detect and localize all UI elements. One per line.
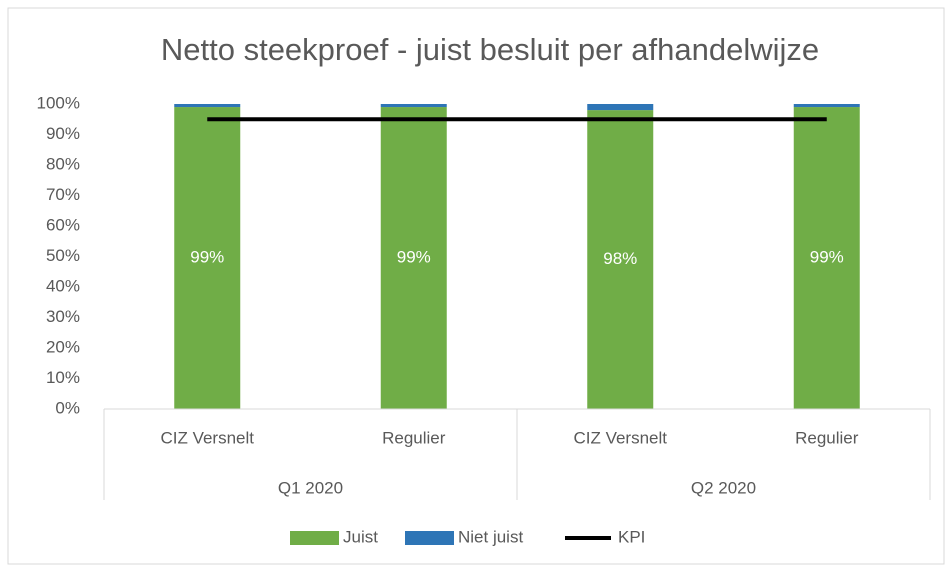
bar-segment [793, 107, 860, 410]
chart-frame [7, 7, 945, 565]
y-tick-label: 90% [46, 124, 80, 143]
chart-title: Netto steekproef - juist besluit per afh… [161, 32, 819, 67]
y-tick-label: 60% [46, 215, 80, 234]
x-tick-label: CIZ Versnelt [573, 428, 667, 447]
bar-segment [587, 104, 654, 111]
x-tick-label: CIZ Versnelt [160, 428, 254, 447]
legend-swatch [290, 531, 339, 545]
bar-segment [587, 110, 654, 409]
y-tick-label: 80% [46, 154, 80, 173]
legend-label: KPI [618, 527, 645, 546]
legend-swatch [405, 531, 454, 545]
y-tick-label: 50% [46, 246, 80, 265]
data-label: 99% [397, 248, 431, 267]
y-tick-label: 20% [46, 337, 80, 356]
y-tick-label: 10% [46, 368, 80, 387]
y-tick-label: 100% [37, 93, 80, 112]
legend-label: Juist [343, 527, 378, 546]
y-tick-label: 40% [46, 276, 80, 295]
y-tick-label: 0% [55, 398, 80, 417]
data-label: 98% [603, 249, 637, 268]
x-tick-label: Regulier [795, 428, 859, 447]
y-tick-label: 30% [46, 307, 80, 326]
bar-segment [174, 104, 241, 108]
x-tick-label: Regulier [382, 428, 446, 447]
bar-segment [380, 104, 447, 108]
data-label: 99% [190, 248, 224, 267]
bar-segment [174, 107, 241, 410]
legend-label: Niet juist [458, 527, 523, 546]
y-tick-label: 70% [46, 185, 80, 204]
data-label: 99% [810, 248, 844, 267]
group-label: Q1 2020 [278, 478, 343, 497]
group-label: Q2 2020 [691, 478, 756, 497]
bar-segment [380, 107, 447, 410]
bar-segment [793, 104, 860, 108]
